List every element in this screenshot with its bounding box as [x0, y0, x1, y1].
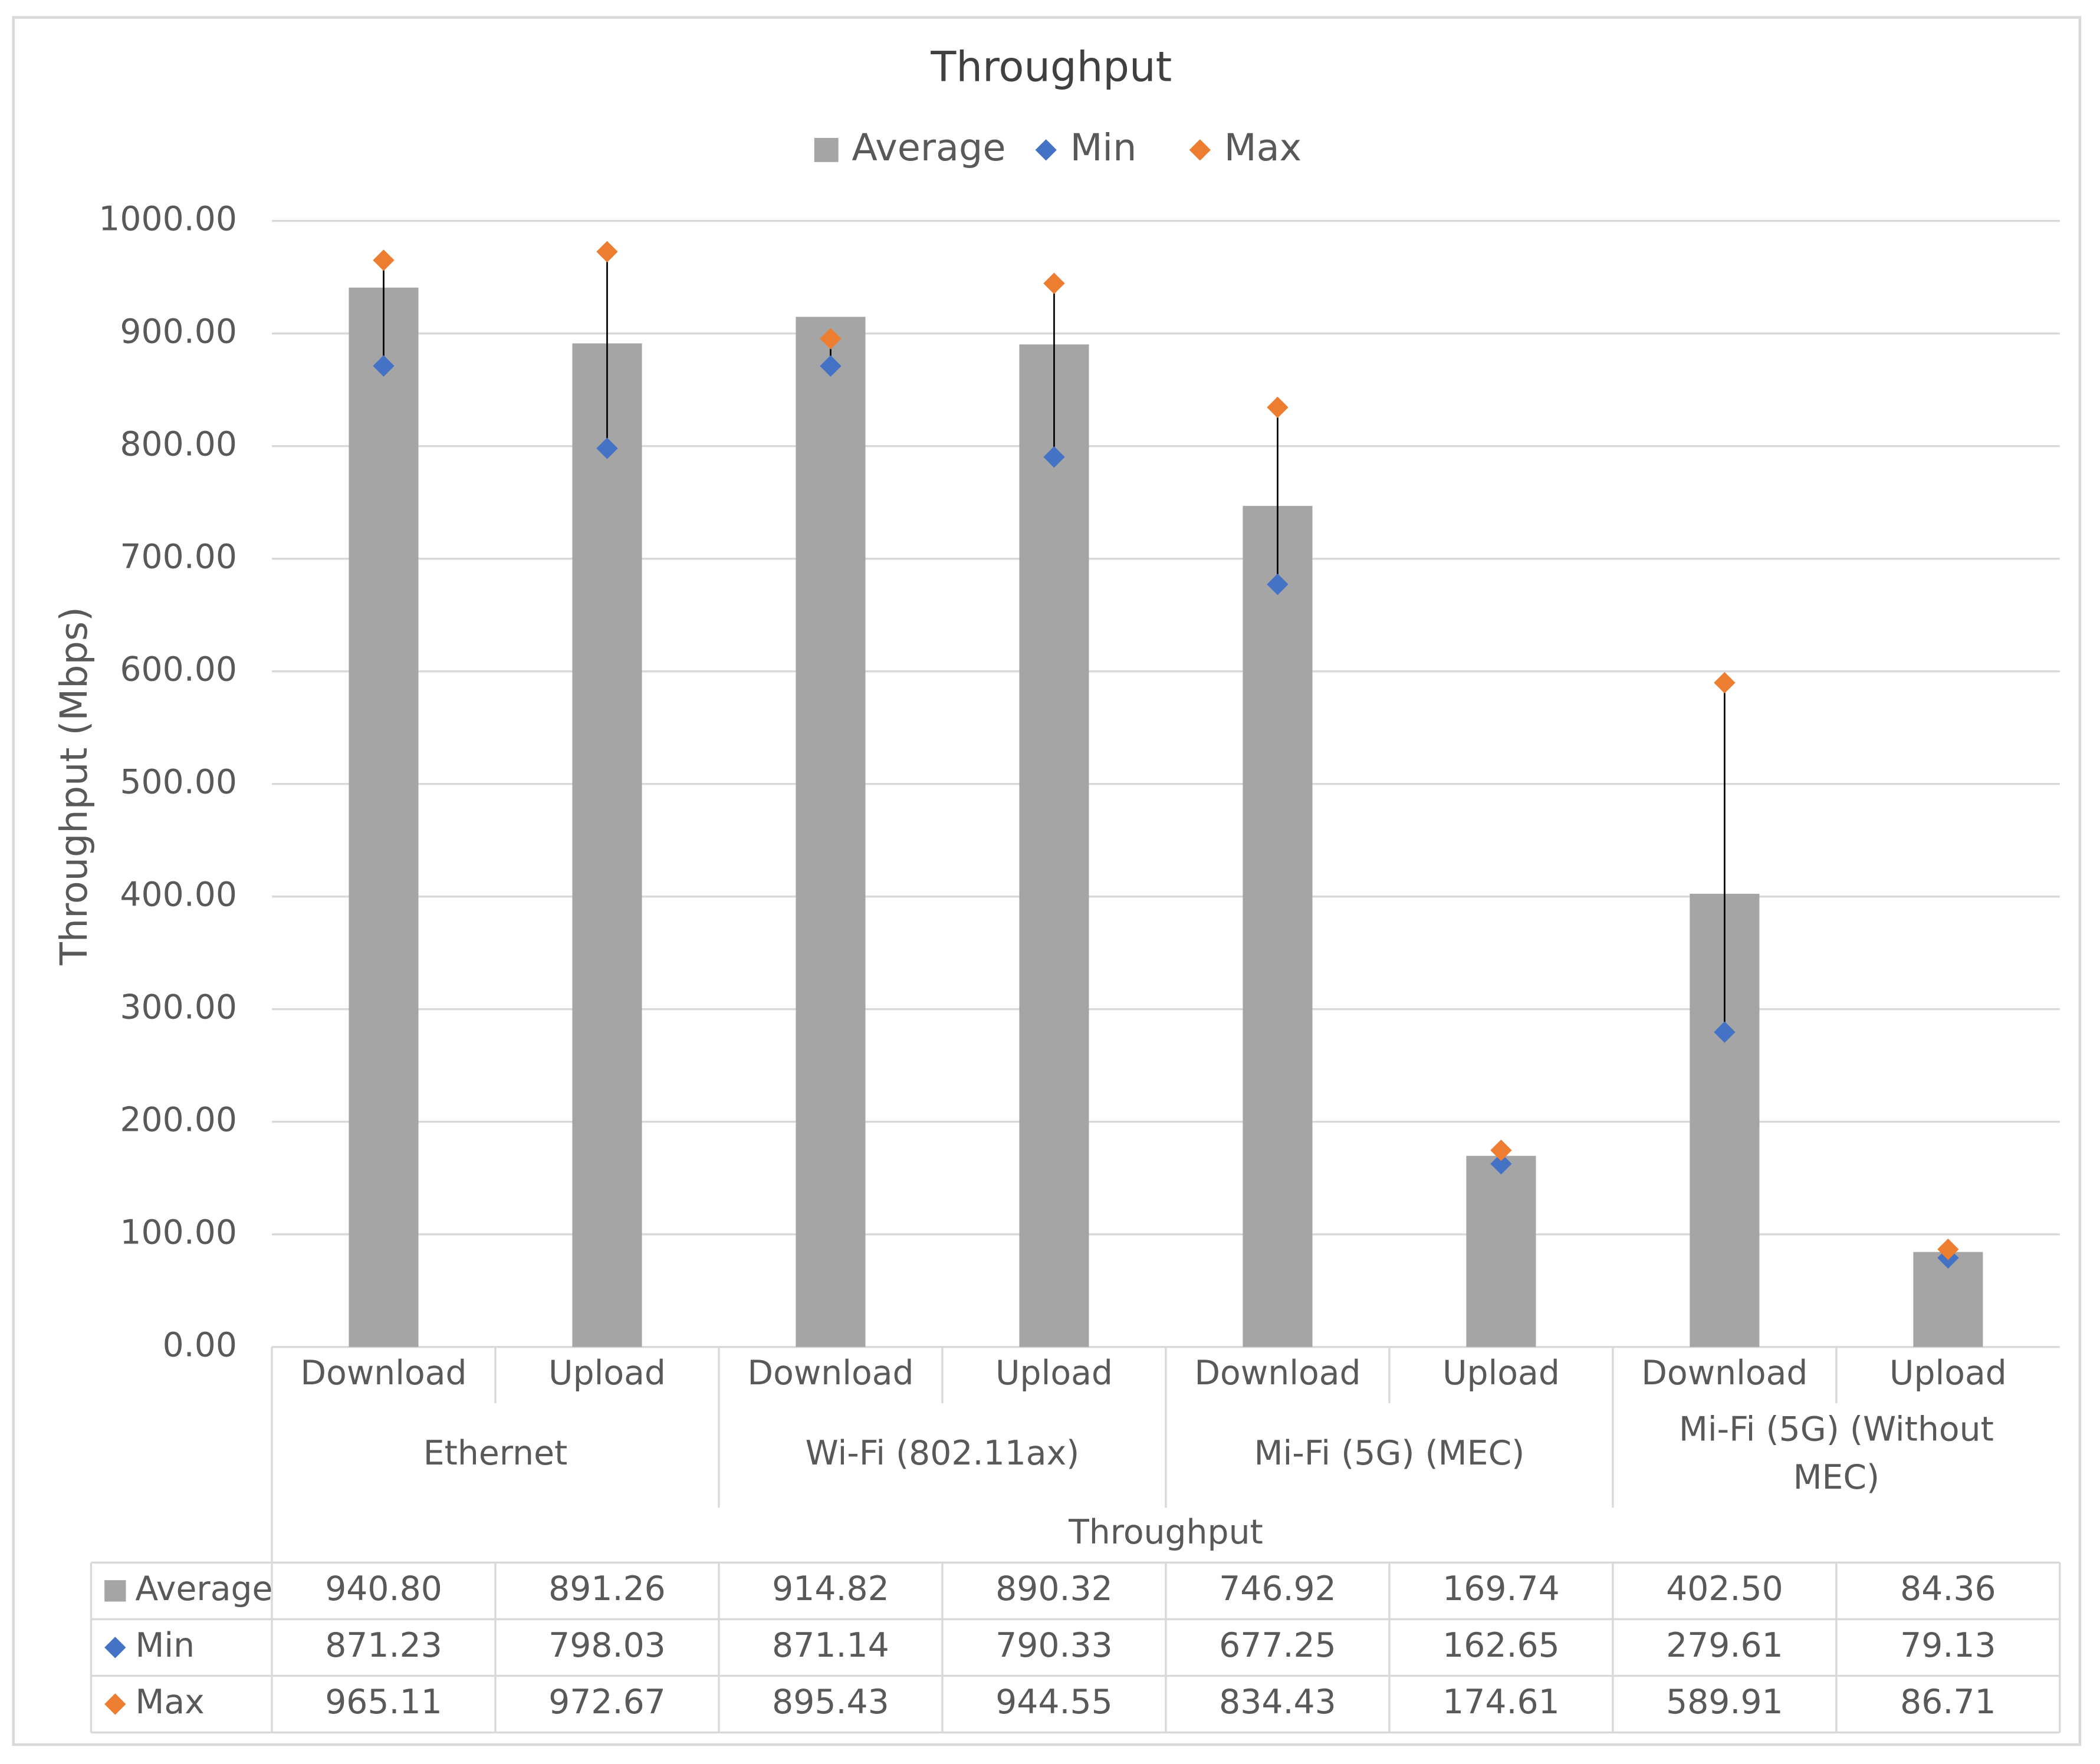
point-min: [596, 437, 618, 459]
table-cell-value: 279.61: [1666, 1626, 1783, 1665]
y-tick-label: 1000.00: [98, 199, 237, 238]
point-min: [1267, 573, 1289, 595]
table-key-average: [104, 1580, 126, 1602]
point-min: [820, 355, 842, 377]
x-tick-label: Download: [300, 1354, 466, 1393]
chart-border: [12, 16, 2082, 1746]
y-tick-label: 0.00: [163, 1325, 237, 1364]
table-cell-value: 677.25: [1219, 1626, 1336, 1665]
legend-min-swatch: [1035, 139, 1057, 161]
group-label: Wi-Fi (802.11ax): [806, 1434, 1080, 1473]
x-axis-label: Throughput: [1068, 1513, 1263, 1552]
chart-title: Throughput: [930, 43, 1172, 91]
table-cell-value: 798.03: [548, 1626, 666, 1665]
table-cell-value: 790.33: [995, 1626, 1113, 1665]
point-max: [1267, 396, 1289, 419]
y-tick-label: 700.00: [120, 537, 237, 576]
table-cell-value: 589.91: [1666, 1683, 1783, 1722]
y-tick-label: 800.00: [120, 424, 237, 463]
table-cell-value: 834.43: [1219, 1683, 1336, 1722]
group-label: Mi-Fi (5G) (Without: [1679, 1410, 1994, 1449]
x-tick-label: Download: [1194, 1354, 1360, 1393]
bar-average: [1243, 506, 1313, 1347]
point-max: [1937, 1238, 1959, 1261]
table-cell-value: 940.80: [325, 1569, 442, 1608]
x-tick-label: Upload: [1889, 1354, 2007, 1393]
point-min: [1490, 1153, 1512, 1175]
y-tick-label: 300.00: [120, 988, 237, 1026]
bar-average: [349, 287, 419, 1347]
point-min: [1043, 446, 1065, 468]
point-min: [1714, 1021, 1736, 1043]
point-max: [1490, 1140, 1512, 1161]
table-cell-value: 895.43: [772, 1683, 889, 1722]
point-min: [373, 355, 395, 377]
point-max: [596, 241, 618, 263]
table-cell-value: 890.32: [995, 1569, 1113, 1608]
bar-average: [1466, 1156, 1536, 1347]
x-tick-label: Download: [747, 1354, 913, 1393]
legend-average-swatch: [814, 137, 839, 162]
table-cell-value: 162.65: [1442, 1626, 1560, 1665]
table-cell-value: 402.50: [1666, 1569, 1783, 1608]
x-tick-label: Upload: [548, 1354, 666, 1393]
table-key-max: [104, 1693, 126, 1715]
table-cell-value: 891.26: [548, 1569, 666, 1608]
bar-average: [572, 343, 642, 1347]
point-max: [820, 328, 842, 350]
legend-average-label: Average: [852, 126, 1005, 169]
bar-average: [796, 317, 866, 1347]
table-cell-value: 79.13: [1900, 1626, 1996, 1665]
y-tick-label: 400.00: [120, 875, 237, 914]
point-max: [1043, 272, 1065, 294]
y-tick-label: 100.00: [120, 1213, 237, 1252]
table-row-label: Average: [135, 1569, 272, 1608]
table-cell-value: 871.14: [772, 1626, 889, 1665]
y-tick-label: 200.00: [120, 1100, 237, 1139]
table-cell-value: 746.92: [1219, 1569, 1336, 1608]
point-max: [373, 249, 395, 271]
group-label: Mi-Fi (5G) (MEC): [1254, 1434, 1525, 1473]
legend-max-swatch: [1189, 139, 1211, 161]
table-cell-value: 965.11: [325, 1683, 442, 1722]
group-label: MEC): [1793, 1458, 1880, 1497]
y-tick-label: 600.00: [120, 650, 237, 689]
table-cell-value: 174.61: [1442, 1683, 1560, 1722]
legend-min-label: Min: [1070, 126, 1137, 169]
bar-average: [1019, 344, 1089, 1347]
y-axis-label: Throughput (Mbps): [52, 607, 96, 966]
table-key-min: [104, 1637, 126, 1658]
x-tick-label: Download: [1641, 1354, 1807, 1393]
table-cell-value: 972.67: [548, 1683, 666, 1722]
group-label: Ethernet: [423, 1434, 568, 1473]
legend-max-label: Max: [1224, 126, 1302, 169]
table-row-label: Max: [135, 1683, 204, 1722]
table-cell-value: 871.23: [325, 1626, 442, 1665]
table-cell-value: 914.82: [772, 1569, 889, 1608]
table-cell-value: 944.55: [995, 1683, 1113, 1722]
table-cell-value: 86.71: [1900, 1683, 1996, 1722]
x-tick-label: Upload: [1442, 1354, 1560, 1393]
point-max: [1714, 672, 1736, 694]
table-row-label: Min: [135, 1626, 195, 1665]
table-cell-value: 84.36: [1900, 1569, 1996, 1608]
y-tick-label: 900.00: [120, 312, 237, 351]
table-cell-value: 169.74: [1442, 1569, 1560, 1608]
y-tick-label: 500.00: [120, 762, 237, 801]
x-tick-label: Upload: [995, 1354, 1113, 1393]
